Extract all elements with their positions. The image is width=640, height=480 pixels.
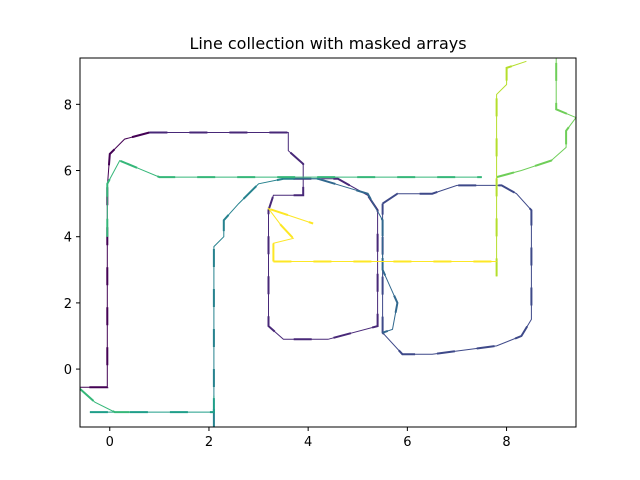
y-tick-label: 8 [64, 98, 72, 113]
x-axis: 0 2 4 6 8 [106, 427, 511, 450]
series-segment-7 [106, 159, 482, 237]
x-tick-label: 2 [205, 435, 213, 450]
x-tick-label: 8 [502, 435, 510, 450]
series-segment-5 [89, 395, 215, 414]
plot-lines [79, 58, 578, 427]
x-tick-label: 0 [106, 435, 114, 450]
y-tick-label: 0 [64, 363, 72, 378]
series-segment-11 [265, 206, 314, 262]
x-tick-label: 4 [304, 435, 312, 450]
series-line-6 [79, 388, 130, 413]
chart-title: Line collection with masked arrays [189, 34, 466, 53]
axes-frame [79, 57, 577, 428]
series-line-4 [213, 178, 319, 427]
y-tick-label: 6 [64, 165, 72, 180]
series-segment-2 [381, 184, 533, 356]
series-segment-9 [495, 60, 527, 277]
x-tick-label: 6 [403, 435, 411, 450]
y-axis: 0 2 4 6 8 [64, 98, 80, 378]
series-line-9 [496, 60, 527, 277]
series-line-2 [382, 184, 532, 355]
series-line-5 [89, 395, 215, 413]
series-segment-1 [149, 131, 379, 341]
y-tick-label: 2 [64, 297, 72, 312]
y-tick-label: 4 [64, 231, 72, 246]
series-segment-6 [79, 388, 130, 414]
series-line-8 [496, 58, 577, 178]
series-segment-3 [317, 177, 399, 334]
series-line-1 [149, 132, 379, 340]
series-segment-8 [496, 58, 578, 179]
series-line-7 [106, 159, 482, 237]
series-segment-4 [212, 177, 319, 427]
